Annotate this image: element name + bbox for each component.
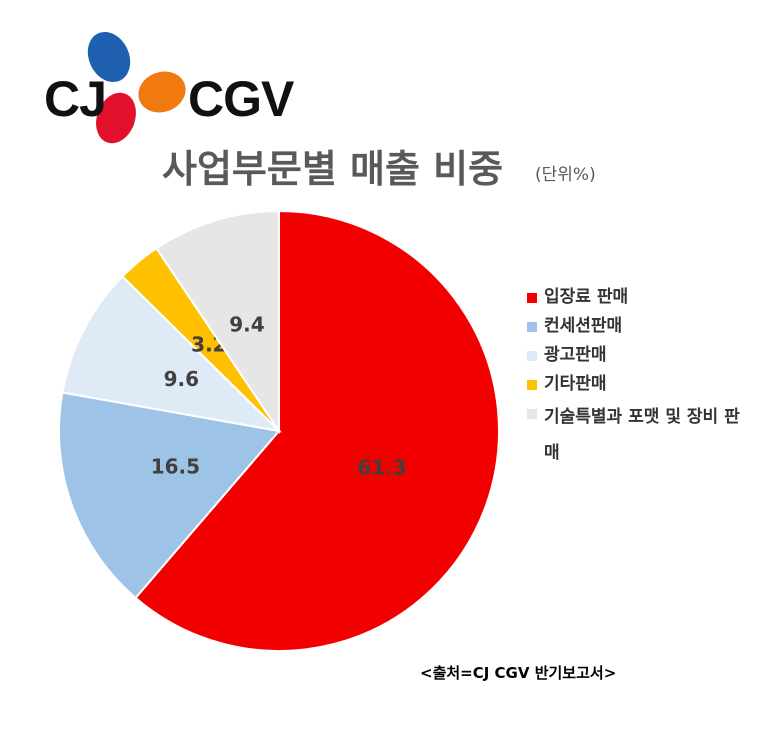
pie-slice bbox=[58, 391, 281, 600]
legend-item: 입장료 판매 bbox=[527, 283, 742, 312]
legend-label: 컨세션판매 bbox=[544, 316, 623, 336]
legend-swatch bbox=[527, 409, 537, 419]
logo-text: CJ bbox=[44, 71, 107, 127]
legend-item: 기타판매 bbox=[527, 370, 742, 399]
legend-label: 입장료 판매 bbox=[544, 287, 629, 307]
legend-swatch bbox=[527, 322, 537, 332]
data-label: 61.3 bbox=[357, 456, 406, 480]
data-label: 9.4 bbox=[229, 312, 264, 336]
logo-mark bbox=[87, 31, 186, 144]
chart-title: 사업부문별 매출 비중 bbox=[162, 147, 504, 191]
pie-slice bbox=[155, 209, 280, 435]
logo-text: CGV bbox=[188, 71, 294, 127]
data-label: 16.5 bbox=[151, 454, 200, 478]
legend-item: 컨세션판매 bbox=[527, 312, 742, 341]
legend-label: 기타판매 bbox=[544, 374, 607, 394]
pie-slice bbox=[134, 209, 500, 652]
data-label: 9.6 bbox=[164, 367, 199, 391]
legend-label: 광고판매 bbox=[544, 345, 607, 365]
legend-item: 광고판매 bbox=[527, 341, 742, 370]
legend-swatch bbox=[527, 351, 537, 361]
legend-swatch bbox=[527, 380, 537, 390]
legend-swatch bbox=[527, 293, 537, 303]
pie-slice bbox=[61, 275, 282, 433]
legend-label: 기술특별과 포맷 및 장비 판매 bbox=[544, 407, 740, 463]
chart-subtitle: (단위%) bbox=[535, 165, 596, 185]
legend-item: 기술특별과 포맷 및 장비 판매 bbox=[527, 399, 742, 471]
source-note: <출처=CJ CGV 반기보고서> bbox=[420, 664, 617, 682]
